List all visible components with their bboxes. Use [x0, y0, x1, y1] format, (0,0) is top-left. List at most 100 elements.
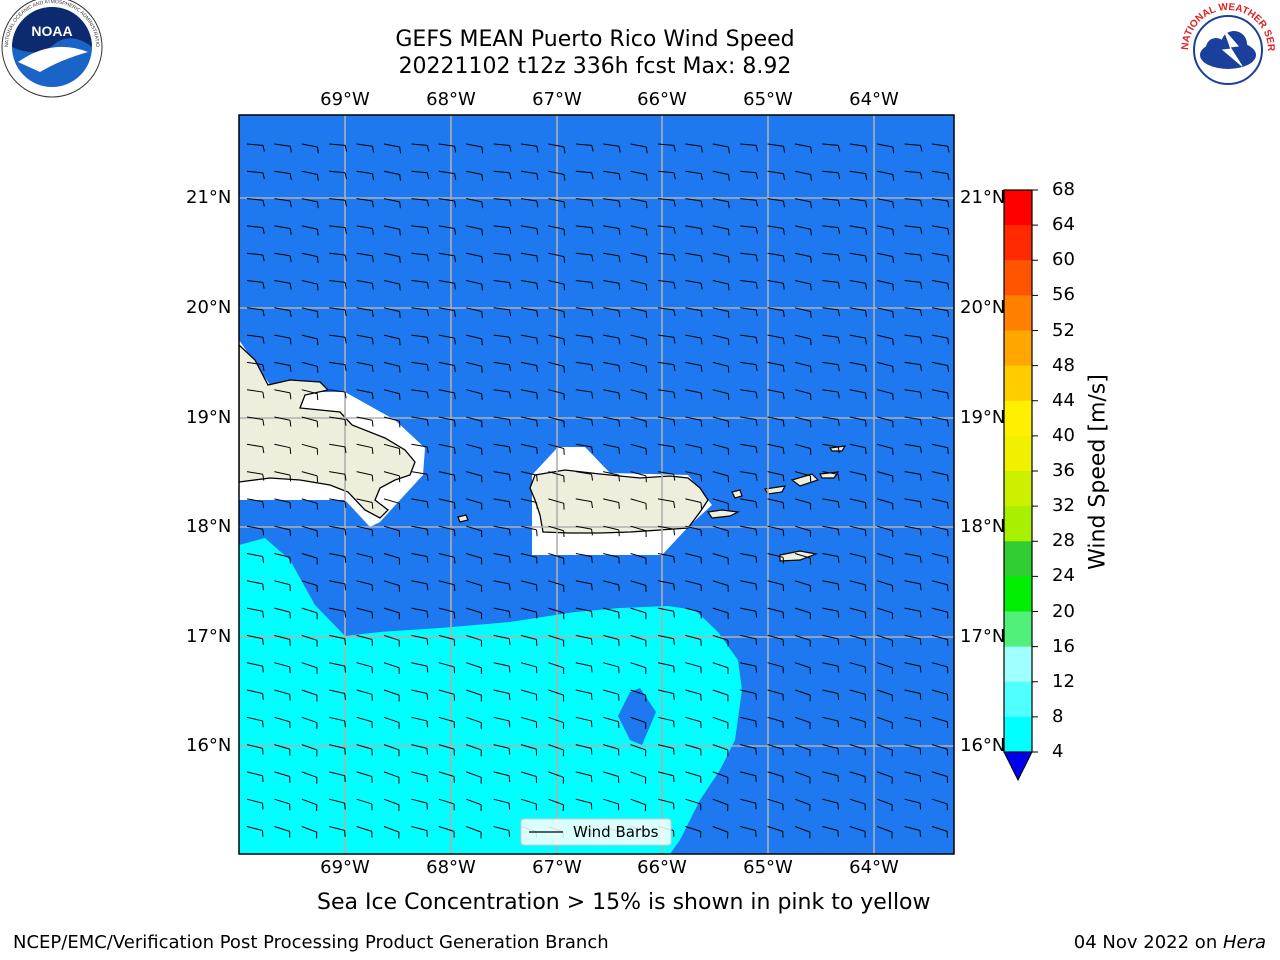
wind-barb	[493, 689, 511, 700]
wind-barb	[740, 334, 758, 344]
wind-barb	[301, 826, 318, 839]
wind-barb	[301, 771, 318, 784]
wind-barb	[520, 280, 539, 290]
virgin-islands-2	[790, 473, 820, 487]
wind-barb	[329, 689, 346, 700]
legend-label: Wind Barbs	[573, 823, 659, 841]
wind-barb	[603, 580, 620, 592]
wind-barb	[603, 307, 621, 317]
wind-barb	[329, 553, 347, 563]
wind-barb	[931, 361, 950, 372]
wind-barb	[356, 361, 374, 372]
wind-barb	[685, 416, 703, 427]
wind-barb	[904, 771, 922, 783]
wind-barb	[493, 198, 512, 207]
wind-barb	[740, 225, 758, 234]
wind-barb	[931, 389, 949, 400]
wind-barb	[438, 389, 456, 400]
wind-barb	[356, 553, 374, 564]
nws-logo: NATIONAL WEATHER SERVICE	[1172, 0, 1280, 100]
wind-barb	[685, 443, 703, 455]
wind-barb	[274, 143, 292, 153]
wind-barb	[931, 443, 949, 455]
wind-barb	[849, 634, 867, 646]
wind-barb	[849, 771, 866, 783]
wind-barb	[575, 716, 593, 728]
wind-barb	[630, 553, 647, 565]
wind-barb	[575, 252, 594, 262]
wind-barb	[548, 553, 565, 565]
wind-barb	[438, 498, 456, 509]
wind-barb	[274, 361, 292, 372]
lon-label-top-66w: 66°W	[637, 89, 687, 110]
wind-barb	[740, 689, 757, 700]
wind-barb	[877, 416, 894, 428]
wind-barb	[740, 744, 757, 755]
wind-barb	[575, 744, 593, 755]
wind-barb	[356, 716, 373, 729]
wind-barb	[904, 634, 922, 646]
wind-barb	[767, 580, 785, 592]
wind-barb	[356, 662, 373, 674]
wind-barb	[849, 553, 867, 564]
wind-barb	[438, 771, 455, 783]
wind-barb	[520, 307, 539, 317]
wind-barb	[466, 143, 484, 154]
wind-barb	[685, 553, 702, 564]
wind-barb	[794, 525, 812, 538]
wind-barb	[466, 443, 483, 455]
wind-barb	[849, 170, 868, 180]
wind-barb	[931, 798, 948, 811]
wind-barb	[246, 525, 265, 536]
wind-barb	[329, 416, 347, 426]
wind-barb	[794, 361, 812, 373]
wind-barb	[630, 580, 647, 592]
wind-barb	[630, 716, 647, 729]
wind-barb	[383, 798, 400, 812]
wind-barb	[548, 143, 566, 154]
wind-barb	[329, 662, 347, 673]
colorbar-tick-label: 60	[1052, 249, 1075, 271]
wind-barb	[877, 498, 894, 510]
wind-barb	[411, 662, 429, 673]
wind-barb	[740, 170, 759, 180]
wind-barb	[493, 716, 511, 728]
wind-barb	[356, 826, 373, 838]
lon-label-bottom-67w: 67°W	[532, 857, 582, 878]
wind-barb	[657, 334, 676, 344]
wind-barb	[301, 744, 318, 757]
wind-barb	[822, 471, 840, 481]
wind-barb	[849, 580, 867, 592]
wind-barb	[466, 771, 482, 784]
wind-barb	[274, 252, 292, 263]
wind-barb	[356, 389, 374, 400]
wind-barb	[657, 744, 675, 755]
wind-barb	[822, 170, 841, 180]
wind-barb	[904, 498, 922, 509]
wind-barb	[630, 443, 647, 455]
lon-label-top-67w: 67°W	[532, 89, 582, 110]
wind-barb	[520, 471, 538, 482]
wind-barb	[274, 471, 292, 482]
wind-barb	[575, 198, 594, 207]
wind-barb	[493, 307, 512, 317]
wind-barb	[877, 744, 893, 757]
wind-barb	[657, 170, 676, 180]
wind-barb	[712, 634, 729, 647]
wind-barb	[740, 580, 758, 591]
wind-barbs	[246, 143, 950, 854]
wind-barb	[630, 662, 647, 675]
wind-barb	[411, 798, 428, 810]
wind-barb	[493, 471, 511, 481]
wind-barb	[329, 498, 347, 509]
wind-barb	[822, 498, 840, 509]
wind-barb	[329, 744, 346, 755]
wind-barb	[794, 607, 811, 620]
wind-barb	[767, 198, 785, 208]
wind-barb	[877, 361, 894, 373]
wind-barb	[931, 553, 949, 564]
wind-barb	[246, 170, 265, 180]
wind-barb	[794, 252, 812, 264]
wind-barb	[740, 416, 758, 426]
lon-label-bottom-69w: 69°W	[320, 857, 370, 878]
